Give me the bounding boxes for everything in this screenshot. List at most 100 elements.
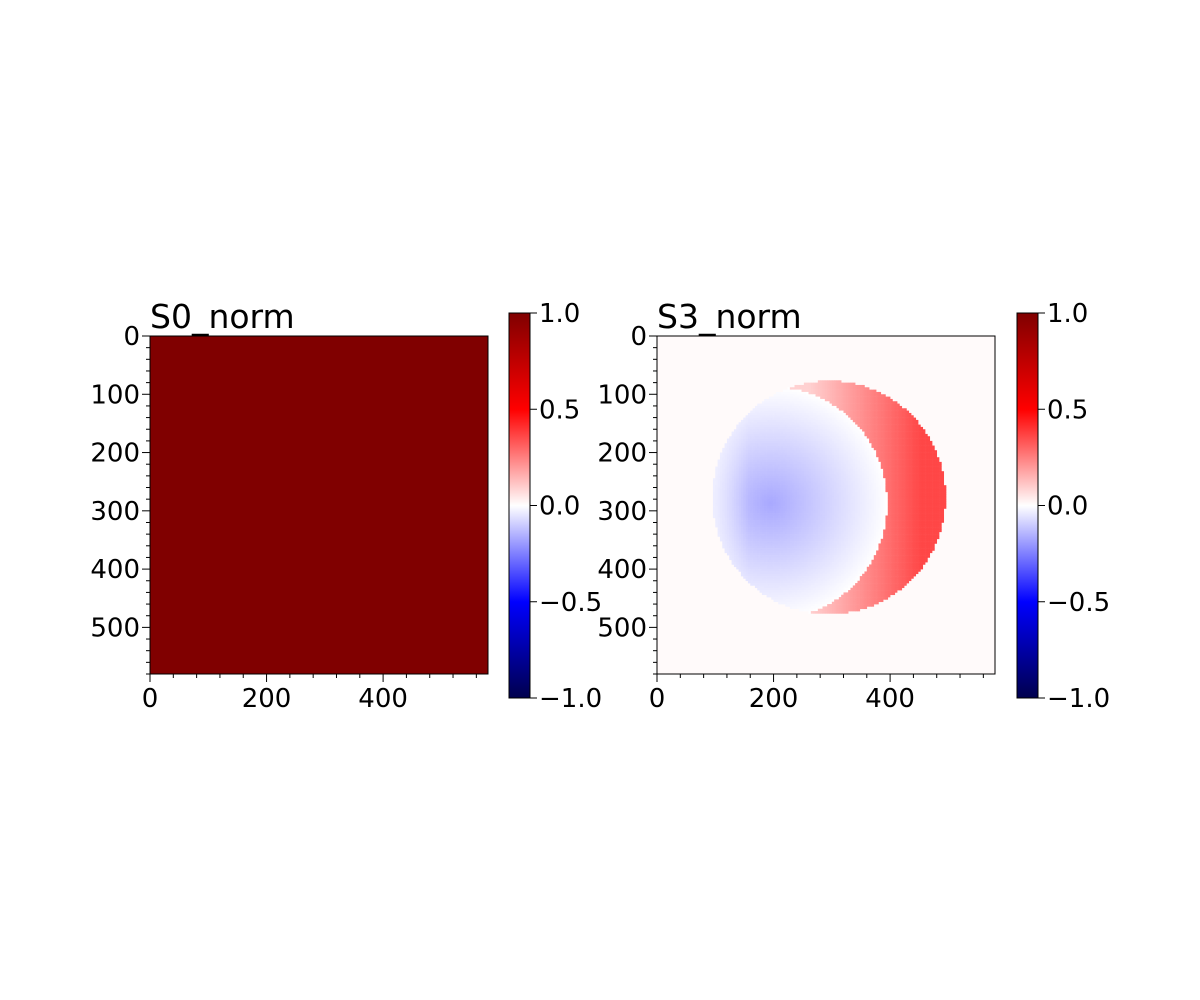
heatmap-cell xyxy=(894,429,898,432)
heatmap-cell xyxy=(934,499,938,502)
heatmap-cell xyxy=(822,450,826,453)
heatmap-cell xyxy=(815,475,819,479)
heatmap-cell xyxy=(778,480,781,484)
heatmap-cell xyxy=(759,450,763,453)
heatmap-cell xyxy=(857,489,861,493)
heatmap-cell xyxy=(915,454,919,458)
heatmap-cell xyxy=(771,459,774,463)
heatmap-cell xyxy=(857,424,861,428)
heatmap-cell xyxy=(815,461,819,465)
heatmap-cell xyxy=(803,473,807,477)
heatmap-cell xyxy=(929,450,933,453)
heatmap-cell xyxy=(850,485,854,488)
heatmap-cell xyxy=(731,436,735,439)
heatmap-cell xyxy=(885,398,889,402)
heatmap-cell xyxy=(787,508,791,512)
heatmap-cell xyxy=(789,443,793,446)
heatmap-cell xyxy=(817,380,821,383)
heatmap-cell xyxy=(817,487,821,491)
heatmap-cell xyxy=(831,475,835,479)
heatmap-cell xyxy=(782,510,786,514)
heatmap-cell xyxy=(778,468,781,472)
heatmap-cell xyxy=(897,487,900,491)
heatmap-cell xyxy=(785,485,788,488)
heatmap-cell xyxy=(864,457,868,460)
heatmap-cell xyxy=(824,468,828,472)
heatmap-cell xyxy=(885,466,889,470)
heatmap-cell xyxy=(850,431,854,435)
heatmap-cell xyxy=(834,419,837,423)
heatmap-cell xyxy=(799,429,802,432)
heatmap-cell xyxy=(883,473,886,477)
heatmap-cell xyxy=(934,517,938,521)
heatmap-cell xyxy=(852,517,856,521)
heatmap-cell xyxy=(766,452,770,456)
heatmap-cell xyxy=(787,461,791,465)
heatmap-cell xyxy=(808,429,812,432)
heatmap-cell xyxy=(885,485,889,488)
heatmap-cell xyxy=(878,492,882,495)
heatmap-cell xyxy=(913,450,917,453)
heatmap-cell xyxy=(873,457,877,460)
heatmap-cell xyxy=(827,382,830,386)
heatmap-cell xyxy=(836,412,840,416)
heatmap-cell xyxy=(775,492,779,495)
heatmap-cell xyxy=(899,475,903,479)
heatmap-cell xyxy=(801,482,805,486)
heatmap-cell xyxy=(768,489,772,493)
heatmap-cell xyxy=(876,422,879,425)
heatmap-cell xyxy=(869,517,872,521)
heatmap-cell xyxy=(815,487,819,491)
heatmap-cell xyxy=(920,499,924,502)
heatmap-cell xyxy=(899,506,903,509)
heatmap-cell xyxy=(789,482,793,486)
heatmap-cell xyxy=(925,478,928,481)
heatmap-cell xyxy=(764,405,767,409)
heatmap-cell xyxy=(717,489,721,493)
heatmap-cell xyxy=(775,475,779,479)
heatmap-cell xyxy=(899,515,903,519)
heatmap-cell xyxy=(873,489,877,493)
heatmap-cell xyxy=(738,457,742,460)
heatmap-cell xyxy=(838,499,842,502)
heatmap-cell xyxy=(880,419,884,423)
heatmap-cell xyxy=(864,440,868,444)
heatmap-cell xyxy=(803,496,807,500)
heatmap-cell xyxy=(803,384,807,388)
heatmap-cell xyxy=(878,417,882,421)
heatmap-cell xyxy=(754,461,758,465)
heatmap-cell xyxy=(908,468,912,472)
heatmap-cell xyxy=(922,513,926,516)
heatmap-cell xyxy=(799,389,802,393)
heatmap-cell xyxy=(824,426,828,430)
heatmap-cell xyxy=(750,473,753,477)
heatmap-cell xyxy=(927,450,931,453)
heatmap-cell xyxy=(911,415,914,418)
heatmap-cell xyxy=(850,468,854,472)
heatmap-cell xyxy=(850,438,854,442)
heatmap-cell xyxy=(843,429,847,432)
heatmap-cell xyxy=(852,384,856,388)
heatmap-cell xyxy=(904,464,907,467)
heatmap-cell xyxy=(785,478,788,481)
heatmap-cell xyxy=(775,412,779,416)
heatmap-cell xyxy=(925,468,928,472)
heatmap-cell xyxy=(876,405,879,409)
heatmap-cell xyxy=(794,492,798,495)
heatmap-cell xyxy=(864,429,868,432)
heatmap-cell xyxy=(845,445,849,449)
heatmap-cell xyxy=(831,496,835,500)
heatmap-cell xyxy=(941,485,945,488)
heatmap-cell xyxy=(824,405,828,409)
heatmap-cell xyxy=(911,445,914,449)
heatmap-cell xyxy=(829,417,833,421)
heatmap-cell xyxy=(857,510,861,514)
heatmap-cell xyxy=(820,503,823,507)
heatmap-cell xyxy=(850,440,854,444)
heatmap-cell xyxy=(866,489,870,493)
heatmap-cell xyxy=(773,478,777,481)
heatmap-cell xyxy=(785,436,788,439)
heatmap-cell xyxy=(780,494,784,498)
heatmap-cell xyxy=(873,401,877,404)
heatmap-cell xyxy=(815,471,819,474)
